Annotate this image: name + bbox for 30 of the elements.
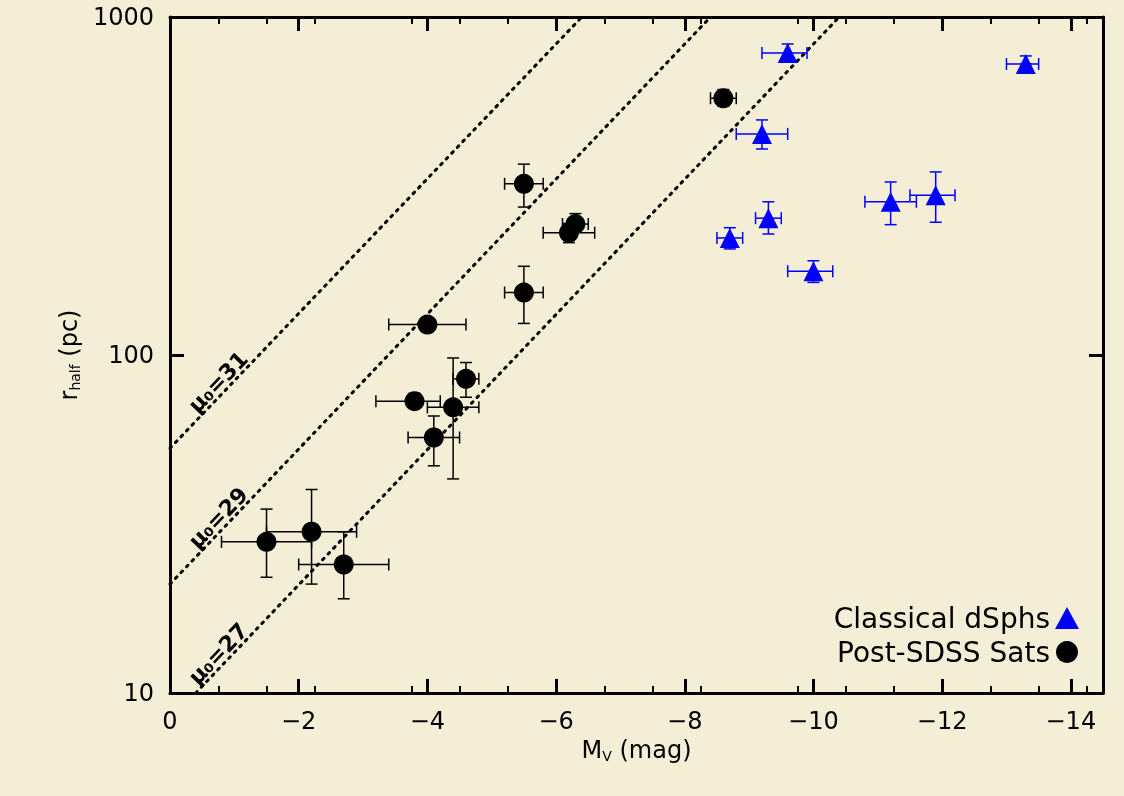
legend-label: Post-SDSS Sats <box>837 635 1050 669</box>
point <box>333 554 354 575</box>
y-axis-title: rhalf (pc) <box>55 309 84 401</box>
y-tick-label: 10 <box>123 679 154 707</box>
point <box>417 314 438 335</box>
x-tick-label: 0 <box>162 707 178 735</box>
point <box>404 391 425 412</box>
point <box>301 521 322 542</box>
x-tick-label: −8 <box>667 707 703 735</box>
point <box>1015 54 1036 74</box>
point <box>456 368 476 389</box>
x-axis-title: MV (mag) <box>581 736 692 764</box>
point <box>758 208 779 229</box>
point <box>443 397 464 418</box>
point <box>256 531 277 552</box>
point <box>925 185 946 206</box>
x-tick-label: −10 <box>788 707 839 735</box>
legend-label: Classical dSphs <box>833 601 1050 635</box>
x-tick-label: −4 <box>409 707 446 735</box>
point <box>513 282 534 303</box>
point <box>751 123 772 144</box>
x-tick-label: −6 <box>538 707 574 735</box>
x-tick-label: −12 <box>916 707 968 735</box>
point <box>513 173 534 194</box>
point <box>423 427 444 448</box>
y-tick-label: 100 <box>108 341 154 369</box>
x-tick-label: −14 <box>1045 707 1097 735</box>
point <box>880 191 901 212</box>
y-tick-label: 1000 <box>92 3 154 31</box>
x-tick-label: −2 <box>280 707 317 735</box>
